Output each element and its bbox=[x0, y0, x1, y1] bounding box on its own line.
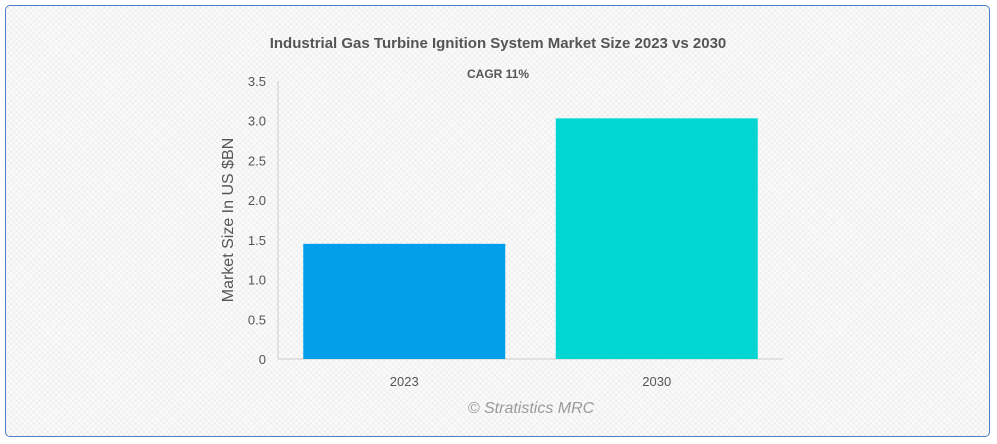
y-tick-label: 2.0 bbox=[248, 193, 266, 208]
x-tick-label: 2030 bbox=[642, 374, 671, 389]
y-tick-label: 3.5 bbox=[248, 74, 266, 89]
y-axis-ticks: 0 0.5 1.0 1.5 2.0 2.5 3.0 3.5 bbox=[248, 74, 266, 367]
bar-2023 bbox=[303, 243, 506, 359]
bar-2030 bbox=[555, 118, 758, 360]
x-axis-ticks: 2023 2030 bbox=[390, 374, 671, 389]
y-tick-label: 0.5 bbox=[248, 312, 266, 327]
y-axis-label: Market Size In US $BN bbox=[220, 138, 237, 303]
y-tick-label: 1.5 bbox=[248, 233, 266, 248]
y-tick-label: 2.5 bbox=[248, 153, 266, 168]
y-tick-label: 1.0 bbox=[248, 273, 266, 288]
x-tick-label: 2023 bbox=[390, 374, 419, 389]
chart-subtitle: CAGR 11% bbox=[467, 67, 529, 81]
y-tick-label: 3.0 bbox=[248, 114, 266, 129]
chart-title: Industrial Gas Turbine Ignition System M… bbox=[270, 35, 727, 52]
y-tick-label: 0 bbox=[259, 352, 266, 367]
bars-group bbox=[303, 118, 758, 360]
chart-frame bbox=[5, 5, 990, 437]
credit-text: © Stratistics MRC bbox=[468, 400, 595, 417]
